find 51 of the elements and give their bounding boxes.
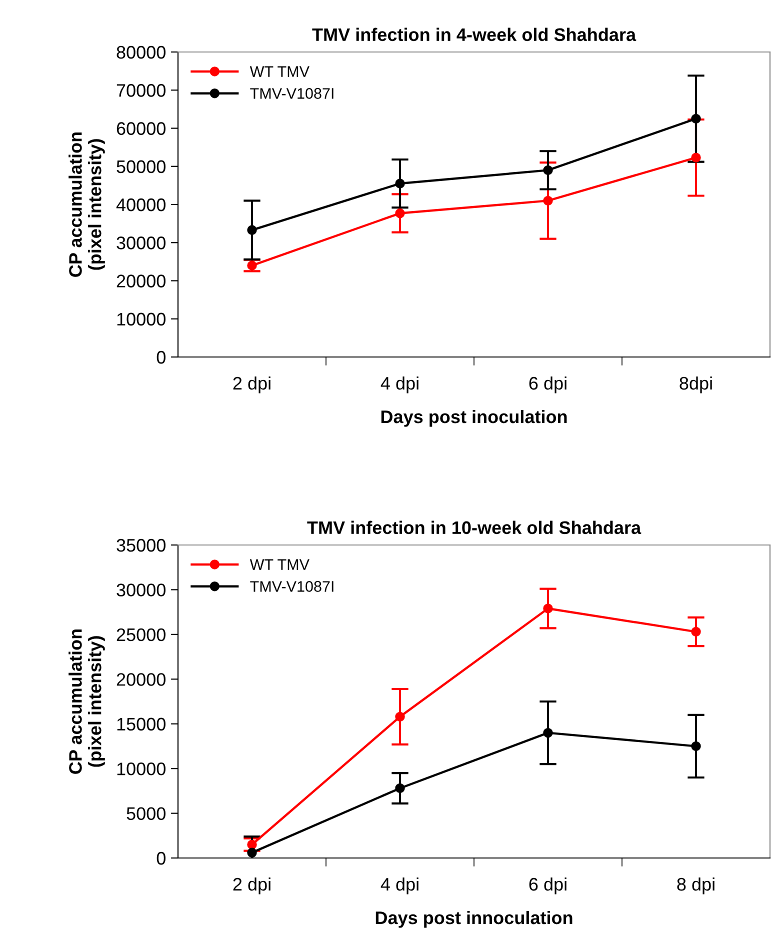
point [395, 178, 405, 188]
x-tick-label: 2 dpi [233, 877, 270, 894]
y-tick-label: 10000 [117, 312, 166, 326]
y-axis-title: CP accumulation (pixel intensity) [68, 132, 105, 277]
y-tick-label: 20000 [116, 274, 166, 288]
legend-label: WT TMV [250, 559, 310, 570]
y-tick-label: 40000 [116, 198, 166, 212]
point [543, 728, 553, 738]
x-tick-label: 2 dpi [233, 376, 270, 394]
point [543, 165, 553, 176]
y-tick-label: 50000 [116, 160, 166, 174]
legend-label: TMV-V1087I [250, 88, 334, 99]
point [247, 840, 257, 850]
y-tick-label: 5000 [126, 807, 166, 820]
x-axis-title: Days post inoculation [381, 410, 567, 427]
point [691, 741, 701, 752]
point [543, 196, 553, 206]
chart-title: TMV infection in 4-week old Shahdara [312, 28, 636, 42]
x-tick-label: 6 dpi [529, 376, 566, 394]
legend-label: TMV-V1087I [250, 581, 334, 592]
point [395, 208, 405, 218]
y-tick-label: 80000 [116, 46, 166, 59]
x-tick-label: 6 dpi [529, 877, 566, 894]
point [247, 848, 257, 858]
point [247, 225, 257, 235]
point [395, 712, 405, 722]
y-tick-label: 70000 [116, 84, 166, 97]
y-tick-label: 30000 [116, 584, 166, 596]
y-tick-label: 15000 [117, 718, 166, 731]
x-axis-title: Days post innoculation [376, 910, 572, 928]
y-axis-title: CP accumulation (pixel intensity) [68, 630, 105, 774]
legend-label: WT TMV [250, 66, 310, 77]
point [247, 260, 257, 270]
y-tick-label: 20000 [116, 673, 166, 686]
x-tick-label: 4 dpi [380, 376, 418, 394]
y-tick-label: 10000 [117, 762, 166, 776]
chart-title: TMV infection in 10-week old Shahdara [307, 520, 642, 534]
y-tick-label: 0 [156, 852, 166, 865]
x-tick-label: 4 dpi [380, 877, 418, 894]
point [395, 783, 405, 794]
point [691, 152, 701, 162]
y-tick-label: 30000 [116, 236, 166, 250]
x-tick-label: 8dpi [680, 376, 712, 394]
point [691, 114, 701, 124]
y-tick-label: 35000 [116, 538, 166, 552]
point [543, 604, 553, 614]
y-tick-label: 25000 [116, 628, 166, 642]
x-tick-label: 8 dpi [677, 877, 714, 894]
y-tick-label: 0 [156, 350, 166, 364]
y-tick-label: 60000 [116, 122, 166, 135]
point [691, 626, 701, 637]
